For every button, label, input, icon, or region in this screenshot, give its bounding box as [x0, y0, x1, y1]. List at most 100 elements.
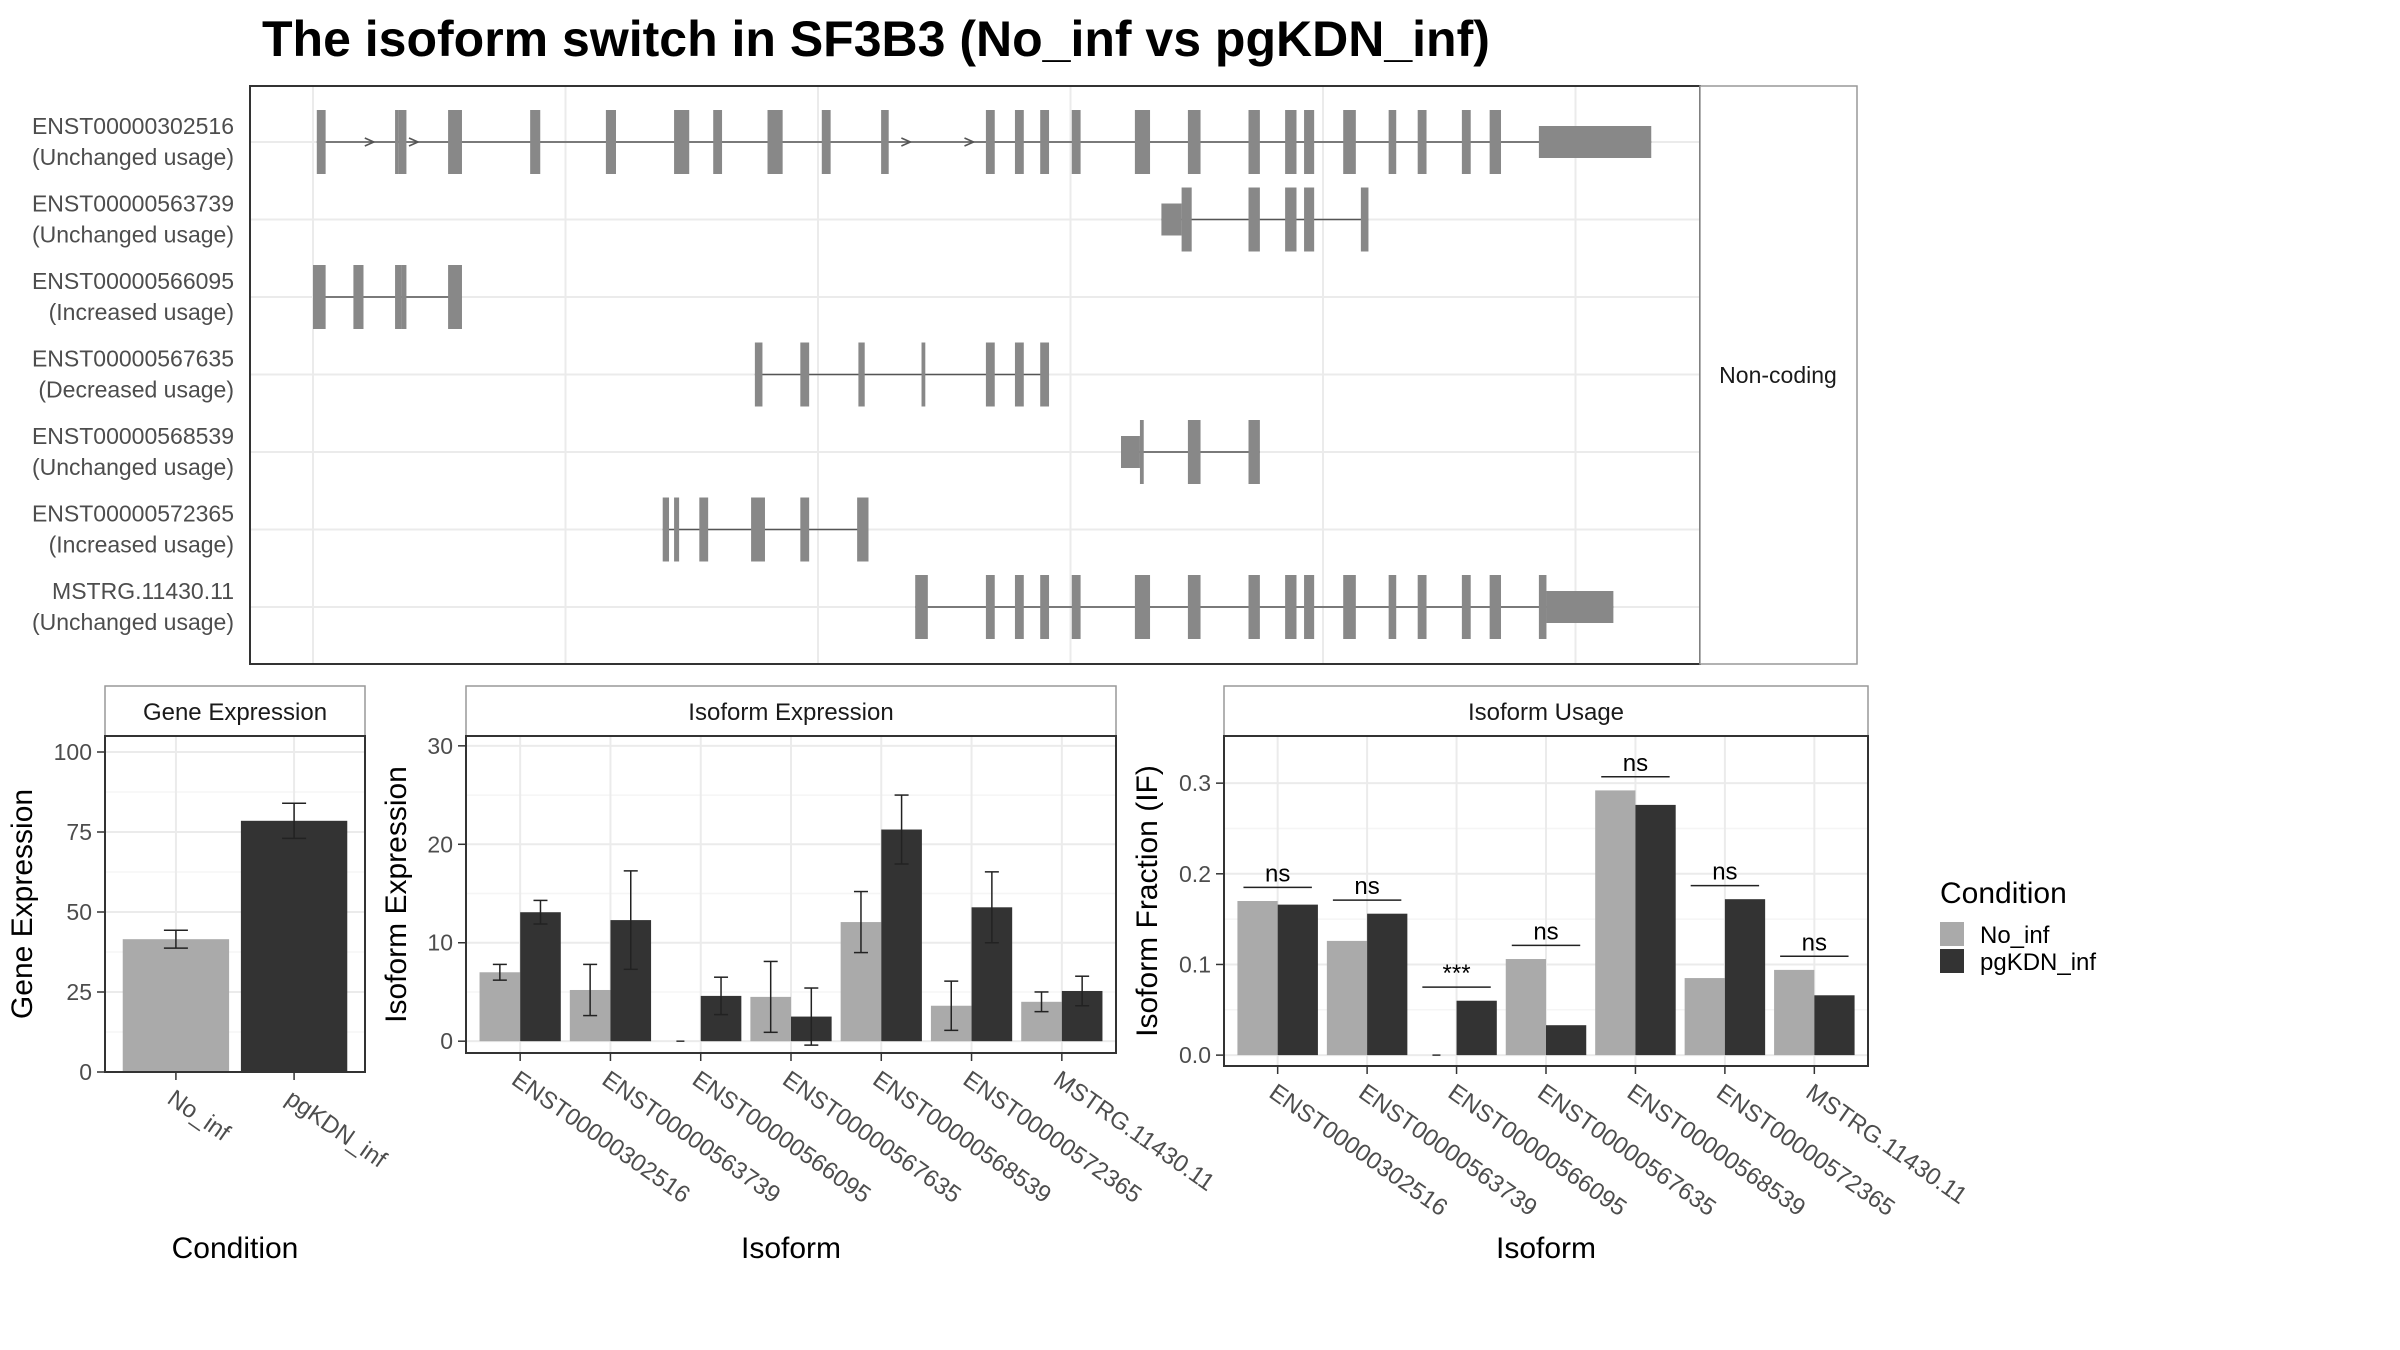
x-axis-title: Condition — [172, 1232, 299, 1265]
y-axis-title: Gene Expression — [6, 789, 39, 1019]
bar — [122, 939, 230, 1072]
legend-label: No_inf — [1980, 922, 2050, 949]
figure-title: The isoform switch in SF3B3 (No_inf vs p… — [262, 11, 1490, 67]
exon-block — [699, 497, 709, 562]
transcript-status-label: (Increased usage) — [49, 532, 234, 558]
strand-arrow — [964, 137, 976, 147]
exon-block — [1343, 110, 1356, 174]
exon-block — [1040, 575, 1050, 639]
y-tick-label: 25 — [66, 979, 92, 1005]
exon-block — [1248, 110, 1260, 174]
exon-block — [1187, 420, 1201, 484]
transcript-name-label: ENST00000563739 — [32, 191, 234, 217]
exon-block — [353, 265, 364, 329]
exon-block — [985, 575, 995, 639]
isoform-usage-panel: Isoform UsagensENST00000302516nsENST0000… — [1131, 685, 1972, 1265]
transcript-name-label: ENST00000566095 — [32, 268, 234, 294]
legend-label: pgKDN_inf — [1980, 949, 2096, 976]
exon-block — [1489, 110, 1502, 174]
exon-block — [1461, 110, 1471, 174]
y-tick-label: 10 — [427, 930, 453, 956]
exon-block — [1546, 591, 1614, 623]
exon-block — [881, 110, 889, 174]
exon-block — [1181, 187, 1192, 252]
exon-block — [1538, 126, 1652, 158]
exon-block — [1014, 575, 1024, 639]
exon-block — [1538, 575, 1547, 639]
transcript-status-label: (Unchanged usage) — [32, 609, 234, 635]
exon-block — [530, 110, 541, 174]
strand-arrow — [901, 137, 913, 147]
exon-block — [713, 110, 723, 174]
transcript-name-label: ENST00000568539 — [32, 423, 234, 449]
significance-label: ns — [1533, 918, 1558, 945]
bar-no-inf — [1237, 901, 1278, 1056]
panel-strip — [104, 685, 366, 737]
exon-block — [1040, 342, 1050, 407]
transcript-name-label: ENST00000572365 — [32, 501, 234, 527]
exon-block — [800, 342, 810, 407]
bar-pgkdn-inf — [520, 912, 561, 1042]
bar-pgkdn-inf — [1635, 804, 1676, 1056]
strand-arrow — [364, 137, 376, 147]
bar-pgkdn-inf — [1724, 899, 1766, 1056]
exon-block — [1161, 203, 1182, 236]
exon-block — [313, 265, 326, 329]
significance-label: ns — [1354, 873, 1379, 900]
exon-block — [1121, 436, 1140, 468]
exon-block — [1360, 187, 1369, 252]
panel-border — [104, 735, 366, 1073]
bar — [240, 820, 348, 1072]
y-tick-label: 0 — [440, 1028, 453, 1054]
exon-block — [1388, 110, 1397, 174]
bar-pgkdn-inf — [1367, 913, 1408, 1056]
facet-strip — [1699, 85, 1858, 665]
exon-block — [1304, 110, 1315, 174]
exon-block — [1139, 420, 1144, 484]
bar-no-inf — [1595, 790, 1636, 1056]
significance-label: ns — [1712, 859, 1737, 886]
bar-pgkdn-inf — [1277, 904, 1318, 1056]
gene-structure-panel: ENST00000302516 (Unchanged usage) ENST0000… — [32, 85, 1858, 665]
exon-block — [1388, 575, 1397, 639]
transcript-name-label: ENST00000567635 — [32, 346, 234, 372]
exon-block — [858, 342, 865, 407]
y-tick-label: 100 — [54, 739, 92, 765]
transcript-status-label: (Unchanged usage) — [32, 222, 234, 248]
exon-block — [1014, 342, 1024, 407]
exon-block — [674, 497, 680, 562]
exon-block — [985, 110, 995, 174]
exon-block — [1187, 575, 1201, 639]
significance-label: ns — [1802, 929, 1827, 956]
exon-block — [448, 110, 462, 174]
y-tick-label: 75 — [66, 819, 92, 845]
significance-label: ns — [1623, 750, 1648, 777]
bar-no-inf — [479, 972, 521, 1042]
exon-block — [1304, 187, 1315, 252]
exon-block — [398, 110, 407, 174]
x-axis-title: Isoform — [741, 1232, 841, 1265]
exon-block — [1417, 575, 1427, 639]
transcript-status-label: (Unchanged usage) — [32, 144, 234, 170]
y-tick-label: 50 — [66, 899, 92, 925]
transcript-status-label: (Increased usage) — [49, 299, 234, 325]
bar-no-inf — [1774, 969, 1815, 1056]
exon-block — [395, 265, 402, 329]
exon-block — [401, 265, 407, 329]
exon-block — [316, 110, 326, 174]
transcript-name-label: ENST00000302516 — [32, 113, 234, 139]
exon-block — [1489, 575, 1502, 639]
legend-title: Condition — [1940, 877, 2067, 910]
y-tick-label: 0.0 — [1179, 1042, 1211, 1068]
bar-pgkdn-inf — [1456, 1000, 1497, 1056]
exon-block — [1187, 110, 1201, 174]
y-axis-title: Isoform Expression — [380, 766, 413, 1023]
exon-block — [1285, 110, 1297, 174]
y-tick-label: 30 — [427, 733, 453, 759]
y-tick-label: 0.2 — [1179, 861, 1211, 887]
facet-strip-label: Non-coding — [1719, 362, 1837, 388]
significance-label: ns — [1265, 860, 1290, 887]
exon-block — [985, 342, 995, 407]
